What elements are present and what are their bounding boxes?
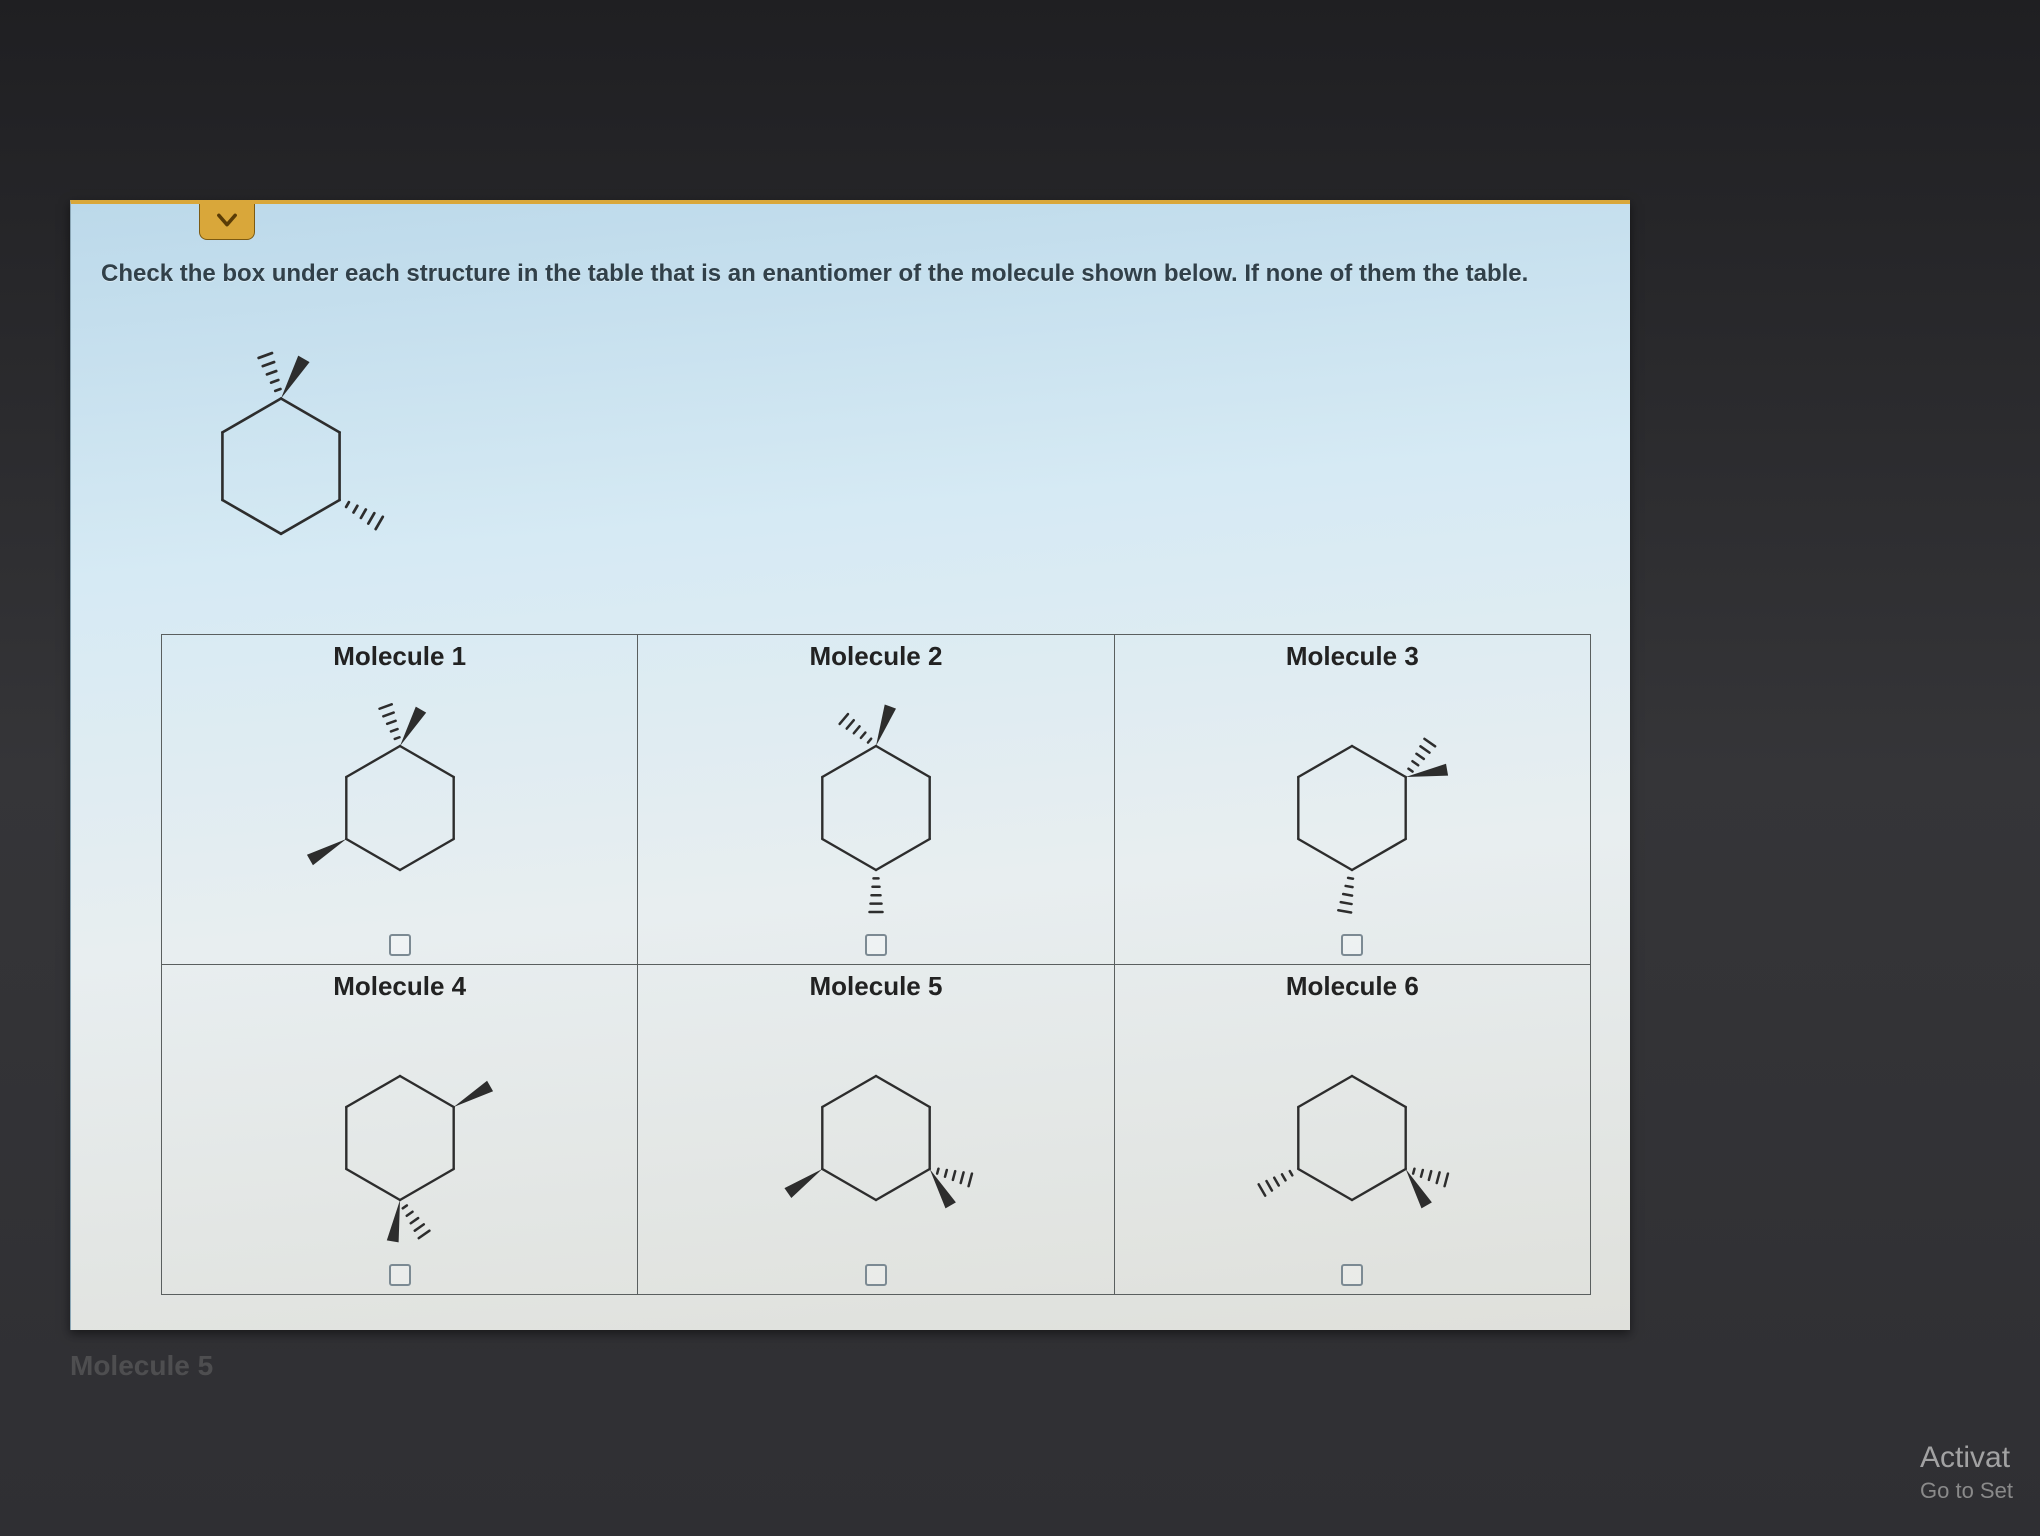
cell-molecule-4: Molecule 4: [162, 965, 638, 1295]
cell-molecule-3: Molecule 3: [1114, 635, 1590, 965]
cell-title: Molecule 4: [162, 965, 637, 1002]
molecule-table: Molecule 1 Molecule 2 Molecule 3 Molecul…: [161, 634, 1591, 1295]
cell-molecule-2: Molecule 2: [638, 635, 1114, 965]
watermark-line-1: Activat: [1920, 1438, 2040, 1477]
windows-activation-watermark: Activat Go to Set: [1920, 1438, 2040, 1506]
cell-title: Molecule 1: [162, 635, 637, 672]
cell-molecule-5: Molecule 5: [638, 965, 1114, 1295]
cell-title: Molecule 6: [1115, 965, 1590, 1002]
molecule-structure: [290, 1026, 510, 1246]
dropdown-tab[interactable]: [199, 200, 255, 240]
cell-title: Molecule 5: [638, 965, 1113, 1002]
chevron-down-icon: [213, 206, 241, 234]
checkbox-molecule-2[interactable]: [865, 934, 887, 956]
molecule-structure: [766, 696, 986, 916]
checkbox-molecule-3[interactable]: [1341, 934, 1363, 956]
molecule-structure: [1242, 696, 1462, 916]
checkbox-molecule-5[interactable]: [865, 1264, 887, 1286]
truncated-overlay: Molecule 5: [70, 1350, 470, 1382]
molecule-structure: [290, 696, 510, 916]
reference-molecule: [161, 344, 401, 584]
molecule-structure: [766, 1026, 986, 1246]
watermark-line-2: Go to Set: [1920, 1477, 2040, 1506]
checkbox-molecule-6[interactable]: [1341, 1264, 1363, 1286]
checkbox-molecule-4[interactable]: [389, 1264, 411, 1286]
question-instructions: Check the box under each structure in th…: [101, 258, 1620, 290]
overlay-text: Molecule 5: [70, 1350, 213, 1381]
cell-molecule-6: Molecule 6: [1114, 965, 1590, 1295]
cell-title: Molecule 2: [638, 635, 1113, 672]
cell-title: Molecule 3: [1115, 635, 1590, 672]
cell-molecule-1: Molecule 1: [162, 635, 638, 965]
molecule-structure: [1242, 1026, 1462, 1246]
checkbox-molecule-1[interactable]: [389, 934, 411, 956]
question-card: Check the box under each structure in th…: [70, 200, 1630, 1330]
